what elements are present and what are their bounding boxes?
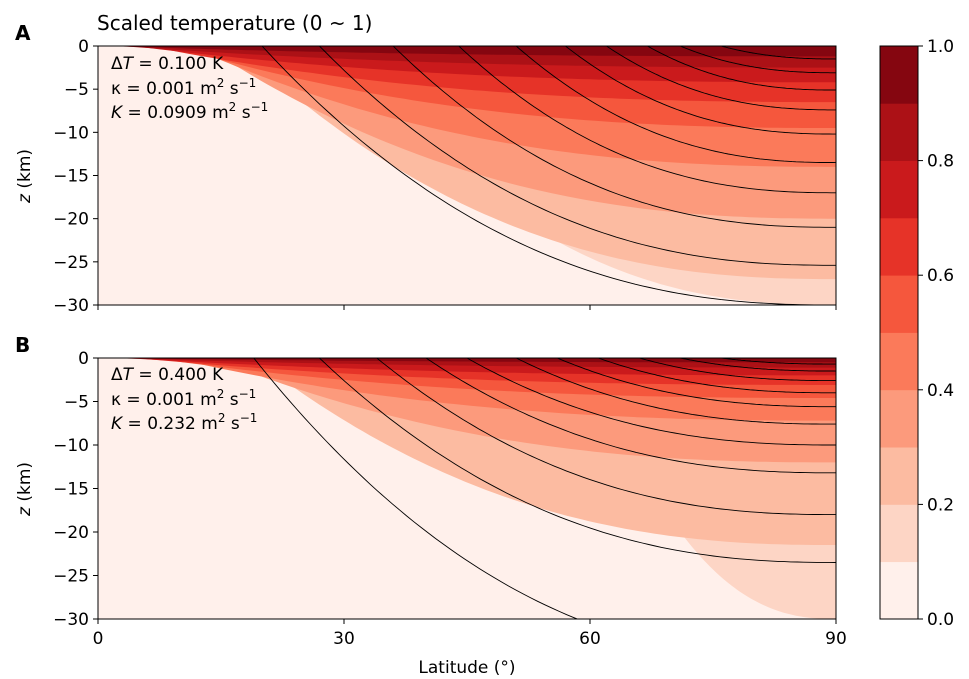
panel-b-contour-8 [639,358,836,382]
colorbar-band-5 [880,275,918,333]
panel-b-ytick-label-6: −30 [53,610,89,630]
colorbar-tick-label-1: 0.2 [927,495,954,515]
panel-a-ytick-label-0: 0 [78,37,89,57]
panel-a-ytick-label-1: −5 [64,80,89,100]
panel-a-contour-8 [680,46,836,74]
panel-b-ytick-label-4: −20 [53,523,89,543]
chart-title: Scaled temperature (0 ~ 1) [97,11,372,35]
panel-b-contour-2 [376,358,836,516]
panel-a: 0 −5 −10 −15 −20 −25 −30 z (km) ΔT = 0.100 K κ… [15,37,837,316]
panel-a-band-9 [107,46,836,57]
colorbar-ticks: 0.0 0.2 0.4 0.6 0.8 1.0 [918,37,954,630]
panel-a-contour-2 [392,46,836,228]
panel-label-a: A [15,21,31,45]
colorbar-band-4 [880,332,918,391]
panel-a-ytick-label-5: −25 [53,253,89,273]
colorbar-tick-label-2: 0.4 [927,381,954,401]
panel-b-ytick-label-1: −5 [64,393,89,413]
panel-a-contour-3 [458,46,836,194]
colorbar-band-3 [880,389,918,448]
panel-b-ytick-label-0: 0 [78,349,89,369]
panel-b-contour-5 [515,358,836,425]
colorbar-tick-label-3: 0.6 [927,266,954,286]
panel-b-contour-0 [253,358,579,619]
colorbar-tick-label-5: 1.0 [927,37,954,57]
panel-b-contours [253,358,836,619]
panel-b-contour-1 [319,358,836,563]
x-tick-label-1: 30 [333,629,355,649]
panel-a-bands [98,46,836,305]
panel-b-contour-4 [466,358,836,446]
colorbar-band-6 [880,217,918,276]
panel-a-contour-9 [721,46,836,60]
x-tick-label-3: 90 [825,629,847,649]
colorbar-band-9 [880,46,918,104]
panel-b-ytick-label-3: −15 [53,480,89,500]
panel-a-ticks: 0 −5 −10 −15 −20 −25 −30 [53,37,837,316]
panel-a-contour-5 [565,46,836,135]
panel-b-contour-9 [680,358,836,372]
panel-b-annotations: ΔT = 0.400 K κ = 0.001 m2 s−1 K = 0.232 … [111,365,257,434]
panel-b: 0−5−10−15−20−25−300 30 60 90 z (km) ΔT = 0.… [15,349,847,649]
colorbar: 0.0 0.2 0.4 0.6 0.8 1.0 [879,37,954,630]
colorbar-tick-label-0: 0.0 [927,610,954,630]
colorbar-frame [879,45,919,620]
colorbar-band-8 [880,103,918,161]
panel-b-contour-3 [425,358,836,474]
panel-a-kappa: κ = 0.001 m2 s−1 [111,76,256,99]
panel-a-contour-1 [319,46,836,266]
colorbar-bands [880,46,918,620]
panel-b-ylabel: z (km) [15,462,35,517]
panel-b-contour-7 [598,358,836,394]
panel-a-ytick-label-6: −30 [53,296,89,316]
panel-a-annotations: ΔT = 0.100 K κ = 0.001 m2 s−1 K = 0.0909… [111,54,268,123]
panel-b-dT: ΔT = 0.400 K [111,365,224,385]
panel-a-ylabel: z (km) [15,149,35,204]
x-tick-label-2: 60 [579,629,601,649]
x-axis-label: Latitude (°) [418,658,515,678]
panel-b-contour-10 [721,358,836,365]
panel-a-contour-0 [261,46,836,305]
x-tick-label-0: 0 [93,629,104,649]
panel-b-K: K = 0.232 m2 s−1 [111,411,257,434]
panel-a-contours [261,46,836,305]
panel-b-ticks: 0−5−10−15−20−25−300 30 60 90 [53,349,847,649]
panel-b-contour-6 [557,358,836,408]
panel-b-ytick-label-5: −25 [53,567,89,587]
panel-a-ytick-label-2: −10 [53,123,89,143]
panel-label-b: B [15,333,30,357]
colorbar-band-2 [880,447,918,505]
panel-a-contour-6 [606,46,836,111]
panel-a-ytick-label-3: −15 [53,167,89,187]
panel-a-contour-7 [647,46,836,91]
panel-a-ytick-label-4: −20 [53,210,89,230]
colorbar-band-7 [880,160,918,219]
colorbar-tick-label-4: 0.8 [927,152,954,172]
panel-a-K: K = 0.0909 m2 s−1 [111,100,268,123]
panel-b-kappa: κ = 0.001 m2 s−1 [111,387,256,410]
colorbar-band-1 [880,504,918,563]
panel-a-dT: ΔT = 0.100 K [111,54,224,74]
panel-b-ytick-label-2: −10 [53,436,89,456]
panel-a-contour-4 [515,46,836,164]
colorbar-band-0 [880,561,918,620]
